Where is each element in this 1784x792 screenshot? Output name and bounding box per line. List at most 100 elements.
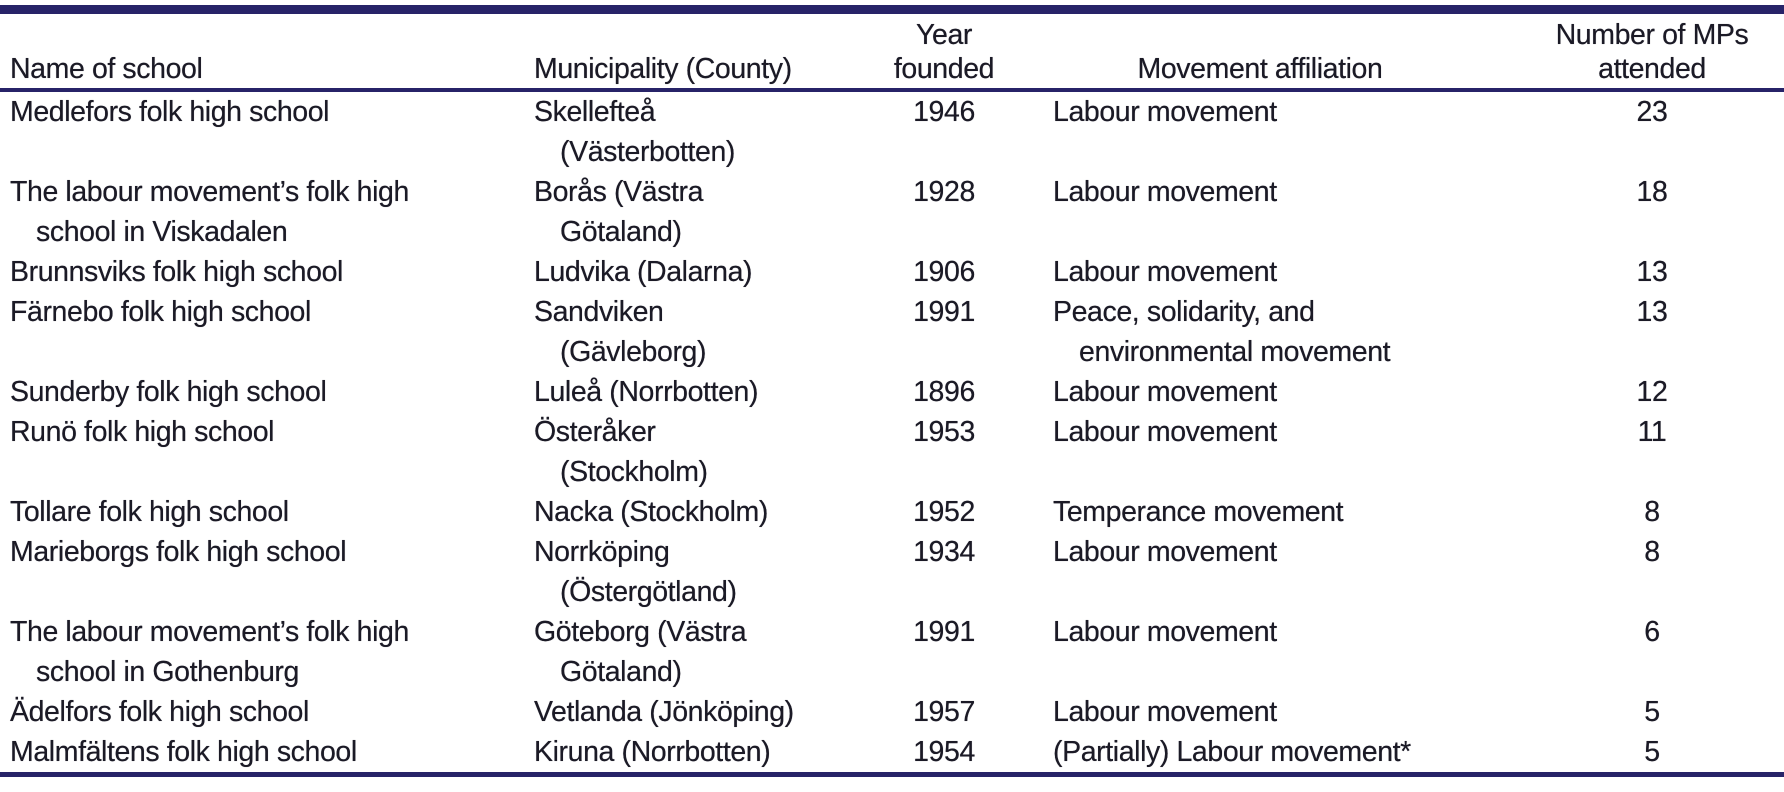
table-row: Brunnsviks folk high school Ludvika (Dal… — [0, 252, 1784, 292]
year-cell: 1957 — [913, 696, 975, 728]
mps-cell: 12 — [1636, 376, 1668, 408]
school-name: Marieborgs folk high school — [10, 536, 347, 568]
table-row: Medlefors folk high school Skellefteå (Vä… — [0, 90, 1784, 172]
municipality-line: Luleå (Norrbotten) — [534, 376, 759, 408]
mps-cell: 6 — [1644, 616, 1660, 648]
year-cell: 1953 — [913, 416, 975, 448]
col-header-movement-label: Movement affiliation — [1137, 53, 1383, 85]
movement-cell: Labour movement — [1000, 412, 1520, 492]
movement-cell: Labour movement — [1000, 172, 1520, 252]
municipality-cell: Norrköping (Östergötland) — [528, 532, 888, 612]
movement-cell: Labour movement — [1000, 252, 1520, 292]
col-header-year-founded: Year founded — [888, 9, 1000, 92]
movement-cell: Labour movement — [1000, 532, 1520, 612]
municipality-line: Ludvika (Dalarna) — [534, 256, 753, 288]
col-header-municipality: Municipality (County) — [528, 9, 888, 92]
school-name-line2: school in Viskadalen — [36, 216, 288, 248]
school-name: Färnebo folk high school — [10, 296, 311, 328]
col-header-school: Name of school — [0, 9, 528, 92]
year-cell: 1896 — [913, 376, 975, 408]
movement-line: Labour movement — [1053, 616, 1277, 648]
school-cell: Färnebo folk high school — [0, 292, 528, 372]
school-name: Medlefors folk high school — [10, 96, 330, 128]
county-line: (Västerbotten) — [560, 136, 735, 168]
school-cell: Tollare folk high school — [0, 492, 528, 532]
col-header-year-line1: Year — [916, 19, 972, 51]
year-cell: 1952 — [913, 496, 975, 528]
school-name: Malmfältens folk high school — [10, 736, 357, 768]
municipality-cell: Skellefteå (Västerbotten) — [528, 90, 888, 172]
mps-cell: 13 — [1636, 256, 1668, 288]
school-cell: Malmfältens folk high school — [0, 732, 528, 775]
school-cell: Brunnsviks folk high school — [0, 252, 528, 292]
year-cell: 1954 — [913, 736, 975, 768]
school-cell: Runö folk high school — [0, 412, 528, 492]
col-header-year-line2: founded — [893, 53, 995, 85]
header-row: Name of school Municipality (County) Yea… — [0, 9, 1784, 92]
movement-line: Labour movement — [1053, 96, 1277, 128]
school-name: The labour movement’s folk high — [10, 616, 409, 648]
mps-cell: 23 — [1636, 96, 1668, 128]
col-header-mps-line1: Number of MPs — [1555, 19, 1749, 51]
school-cell: Sunderby folk high school — [0, 372, 528, 412]
municipality-cell: Luleå (Norrbotten) — [528, 372, 888, 412]
municipality-line: Göteborg (Västra — [534, 616, 747, 648]
col-header-municipality-label: Municipality (County) — [534, 53, 792, 85]
school-name: Brunnsviks folk high school — [10, 256, 343, 288]
municipality-line: Vetlanda (Jönköping) — [534, 696, 794, 728]
movement-cell: Labour movement — [1000, 372, 1520, 412]
municipality-cell: Borås (Västra Götaland) — [528, 172, 888, 252]
movement-line: (Partially) Labour movement* — [1053, 736, 1411, 768]
municipality-cell: Sandviken (Gävleborg) — [528, 292, 888, 372]
folk-high-schools-table: Name of school Municipality (County) Yea… — [0, 5, 1784, 777]
movement-line2: environmental movement — [1079, 336, 1391, 368]
municipality-cell: Kiruna (Norrbotten) — [528, 732, 888, 775]
table-row: The labour movement’s folk high school in… — [0, 172, 1784, 252]
school-name-line2: school in Gothenburg — [36, 656, 299, 688]
school-name: Tollare folk high school — [10, 496, 289, 528]
mps-cell: 8 — [1644, 536, 1660, 568]
year-cell: 1991 — [913, 616, 975, 648]
municipality-cell: Göteborg (Västra Götaland) — [528, 612, 888, 692]
mps-cell: 5 — [1644, 696, 1660, 728]
table-row: Färnebo folk high school Sandviken (Gävle… — [0, 292, 1784, 372]
mps-cell: 18 — [1636, 176, 1668, 208]
municipality-line: Borås (Västra — [534, 176, 704, 208]
col-header-mps-line2: attended — [1598, 53, 1706, 85]
school-name: Ädelfors folk high school — [10, 696, 309, 728]
table-row: Sunderby folk high school Luleå (Norrbot… — [0, 372, 1784, 412]
movement-line: Labour movement — [1053, 176, 1277, 208]
school-cell: Medlefors folk high school — [0, 90, 528, 172]
school-cell: Marieborgs folk high school — [0, 532, 528, 612]
county-line: Götaland) — [560, 656, 682, 688]
municipality-line: Sandviken — [534, 296, 664, 328]
movement-line: Labour movement — [1053, 696, 1277, 728]
movement-cell: Labour movement — [1000, 692, 1520, 732]
municipality-line: Skellefteå — [534, 96, 656, 128]
movement-line: Labour movement — [1053, 536, 1277, 568]
year-cell: 1934 — [913, 536, 975, 568]
table-row: Malmfältens folk high school Kiruna (Nor… — [0, 732, 1784, 775]
county-line: (Gävleborg) — [560, 336, 707, 368]
school-name: Runö folk high school — [10, 416, 275, 448]
county-line: Götaland) — [560, 216, 682, 248]
table-row: Marieborgs folk high school Norrköping (Ö… — [0, 532, 1784, 612]
school-name: The labour movement’s folk high — [10, 176, 409, 208]
movement-cell: (Partially) Labour movement* — [1000, 732, 1520, 775]
year-cell: 1928 — [913, 176, 975, 208]
school-name: Sunderby folk high school — [10, 376, 327, 408]
mps-cell: 5 — [1644, 736, 1660, 768]
municipality-line: Österåker — [534, 416, 656, 448]
movement-line: Labour movement — [1053, 256, 1277, 288]
municipality-cell: Vetlanda (Jönköping) — [528, 692, 888, 732]
municipality-line: Nacka (Stockholm) — [534, 496, 768, 528]
municipality-cell: Nacka (Stockholm) — [528, 492, 888, 532]
year-cell: 1946 — [913, 96, 975, 128]
year-cell: 1906 — [913, 256, 975, 288]
col-header-movement: Movement affiliation — [1000, 9, 1520, 92]
mps-cell: 11 — [1637, 416, 1667, 448]
movement-cell: Temperance movement — [1000, 492, 1520, 532]
table-row: Runö folk high school Österåker (Stockhol… — [0, 412, 1784, 492]
col-header-school-label: Name of school — [10, 53, 203, 85]
mps-cell: 8 — [1644, 496, 1660, 528]
